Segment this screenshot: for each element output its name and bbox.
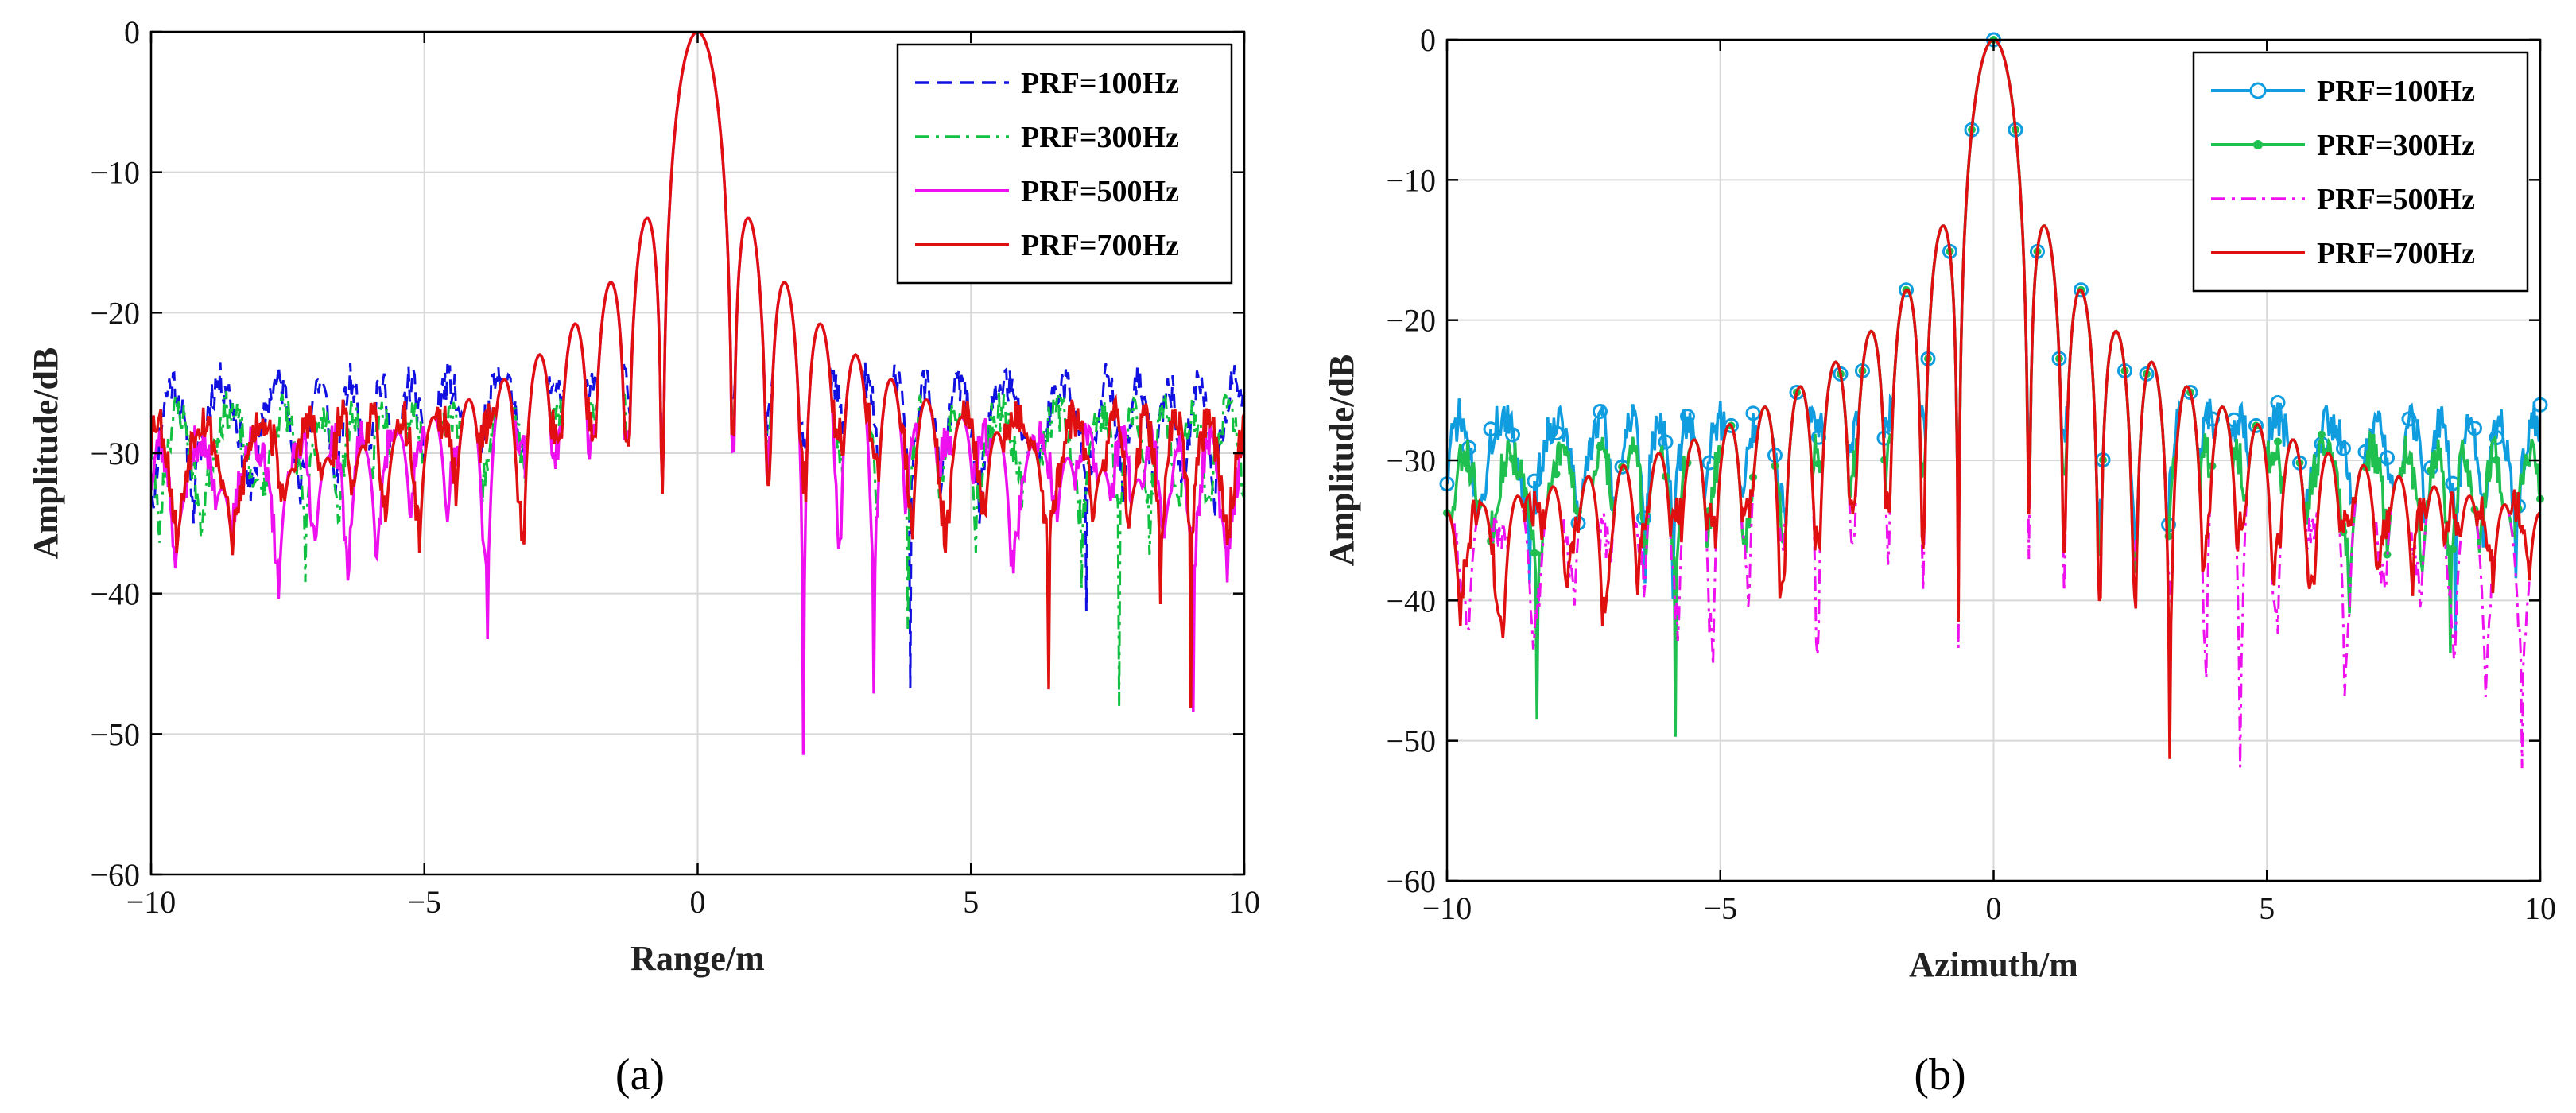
- series-marker-b-1: [2270, 395, 2286, 411]
- x-axis-label: Azimuth/m: [1909, 945, 2078, 984]
- legend-entry-2: PRF=300Hz: [2317, 129, 2475, 162]
- legend-entry-4: PRF=700Hz: [1021, 229, 1179, 262]
- legend-entry-3: PRF=500Hz: [1021, 175, 1179, 208]
- series-marker-b-1: [1680, 409, 1695, 425]
- series-marker-b-1: [2248, 417, 2264, 433]
- series-marker-b-1: [2336, 440, 2351, 456]
- panel-label-a: (a): [615, 1050, 665, 1099]
- x-tick-label: 0: [1986, 890, 2002, 926]
- x-tick-label: 5: [2259, 890, 2275, 926]
- series-marker-b-1: [1483, 421, 1499, 437]
- series-marker-b-2: [1508, 454, 1517, 463]
- y-tick-label: −30: [1386, 443, 1436, 479]
- series-marker-b-2: [1465, 465, 1473, 474]
- y-tick-label: −10: [90, 155, 140, 191]
- x-axis-label: Range/m: [630, 939, 765, 978]
- series-marker-b-1: [1527, 473, 1542, 489]
- x-tick-label: 0: [690, 884, 706, 920]
- y-tick-label: −10: [1386, 162, 1436, 198]
- legend-marker: [2249, 82, 2267, 99]
- x-tick-label: 10: [1228, 884, 1260, 920]
- y-tick-label: −50: [90, 716, 140, 752]
- series-marker-b-2: [1814, 460, 1823, 468]
- y-tick-label: 0: [124, 14, 140, 50]
- chart-panel-b: −10 −5 0 5 100−10−20−30−40−50−60Azimuth/mAmp…: [1322, 22, 2556, 984]
- series-marker-b-2: [2405, 456, 2413, 465]
- series-line-a-4: [151, 32, 1244, 708]
- series-marker-b-2: [2427, 466, 2435, 475]
- series-marker-b-1: [1899, 282, 1914, 298]
- series-marker-b-2: [1552, 470, 1561, 479]
- series-marker-b-1: [1745, 405, 1761, 421]
- legend-entry-1: PRF=100Hz: [2317, 75, 2475, 108]
- y-axis-label: Amplitude/dB: [1322, 355, 1361, 567]
- x-tick-label: −5: [1703, 890, 1737, 926]
- chart-panel-a: −10 −5 0 5 100−10−20−30−40−50−60Range/mAmpli…: [26, 14, 1260, 978]
- y-tick-label: −30: [90, 436, 140, 471]
- series-line-a-2: [151, 32, 1244, 706]
- y-tick-label: −20: [1386, 303, 1436, 339]
- y-tick-label: −40: [1386, 583, 1436, 619]
- series-marker-b-1: [2467, 421, 2482, 436]
- series-marker-b-2: [2318, 430, 2326, 439]
- series-marker-b-2: [2493, 456, 2500, 464]
- x-tick-label: 10: [2524, 890, 2556, 926]
- series-marker-b-1: [1724, 417, 1739, 433]
- series-marker-b-1: [1505, 427, 1520, 443]
- legend-entry-1: PRF=100Hz: [1021, 67, 1179, 100]
- series-marker-b-1: [2074, 282, 2089, 298]
- x-tick-label: 5: [963, 884, 979, 920]
- legend-a: PRF=100Hz PRF=300Hz PRF=500Hz PRF=700Hz: [896, 43, 1233, 285]
- series-marker-b-1: [2401, 411, 2417, 427]
- y-tick-label: −50: [1386, 723, 1436, 759]
- series-marker-b-1: [1549, 425, 1564, 441]
- legend-entry-4: PRF=700Hz: [2317, 237, 2475, 270]
- series-line-b-4: [1447, 40, 2540, 759]
- y-tick-label: −60: [1386, 863, 1436, 899]
- series-marker-b-2: [1530, 549, 1538, 557]
- y-tick-label: −40: [90, 576, 140, 612]
- legend-entry-3: PRF=500Hz: [2317, 183, 2475, 216]
- legend-marker: [2253, 140, 2263, 149]
- series-marker-b-2: [2274, 437, 2282, 446]
- x-tick-label: −10: [1422, 890, 1472, 926]
- y-tick-label: −20: [90, 295, 140, 331]
- y-axis-label: Amplitude/dB: [26, 347, 65, 560]
- y-tick-label: 0: [1420, 22, 1436, 58]
- panel-label-b: (b): [1914, 1050, 1965, 1099]
- legend-b: PRF=100Hz PRF=300Hz PRF=500Hz PRF=700Hz: [2192, 51, 2529, 293]
- series-marker-b-1: [1593, 404, 1608, 420]
- y-tick-label: −60: [90, 857, 140, 893]
- legend-entry-2: PRF=300Hz: [1021, 121, 1179, 154]
- x-tick-label: −10: [126, 884, 177, 920]
- series-marker-b-2: [2449, 545, 2457, 553]
- x-tick-label: −5: [407, 884, 441, 920]
- series-marker-b-1: [1658, 434, 1674, 450]
- series-marker-b-2: [1596, 443, 1604, 452]
